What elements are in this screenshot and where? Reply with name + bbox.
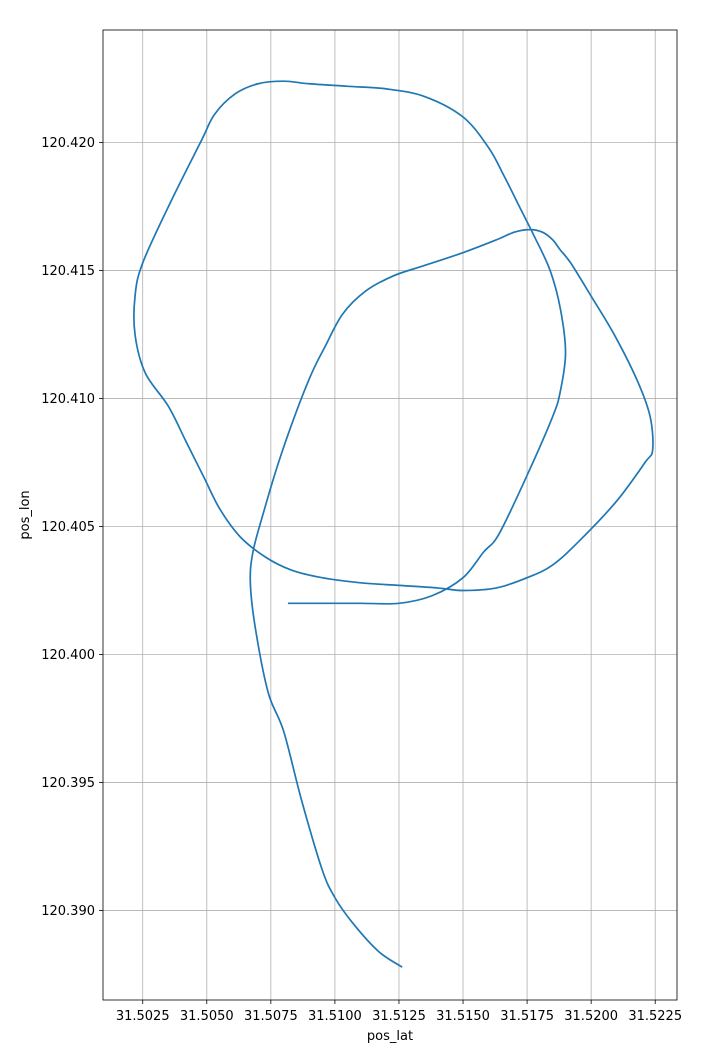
y-tick-label: 120.390 [41, 904, 95, 919]
x-axis-label: pos_lat [367, 1029, 413, 1044]
x-grid-lines [142, 30, 656, 1000]
series-line [133, 80, 654, 968]
x-tick-label: 31.5125 [372, 1009, 426, 1024]
y-tick-label: 120.395 [41, 776, 95, 791]
x-tick-label: 31.5175 [500, 1009, 554, 1024]
x-tick-label: 31.5150 [436, 1009, 490, 1024]
series-layer [133, 80, 654, 968]
x-tick-label: 31.5100 [308, 1009, 362, 1024]
y-tick-label: 120.420 [41, 136, 95, 151]
y-grid-lines [103, 142, 677, 911]
plot-area-background [103, 30, 677, 1000]
plot-frame [102, 29, 678, 1001]
y-tick-label: 120.410 [41, 392, 95, 407]
x-tick-label: 31.5050 [180, 1009, 234, 1024]
x-tick-label: 31.5025 [116, 1009, 170, 1024]
y-axis-ticks: 120.390 120.395 120.400 120.405 120.410 120.4… [41, 136, 103, 919]
x-tick-label: 31.5200 [564, 1009, 618, 1024]
y-tick-label: 120.405 [41, 520, 95, 535]
x-tick-label: 31.5075 [244, 1009, 298, 1024]
y-axis-label: pos_lon [18, 490, 33, 539]
y-tick-label: 120.400 [41, 648, 95, 663]
x-tick-label: 31.5225 [628, 1009, 682, 1024]
y-tick-label: 120.415 [41, 264, 95, 279]
x-axis-ticks: 31.5025 31.5050 31.5075 31.5100 31.5125 31.51… [116, 1000, 682, 1024]
